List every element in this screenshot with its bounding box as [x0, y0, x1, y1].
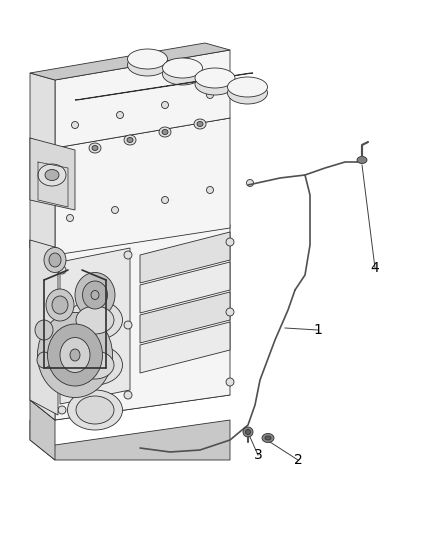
- Ellipse shape: [58, 266, 66, 274]
- Ellipse shape: [247, 180, 254, 187]
- Ellipse shape: [244, 85, 251, 92]
- Polygon shape: [140, 322, 230, 373]
- Polygon shape: [30, 108, 230, 148]
- Ellipse shape: [44, 247, 66, 272]
- Text: 4: 4: [371, 261, 379, 275]
- Polygon shape: [30, 375, 230, 420]
- Ellipse shape: [91, 290, 99, 300]
- Ellipse shape: [265, 436, 271, 440]
- Ellipse shape: [197, 122, 203, 126]
- Ellipse shape: [52, 296, 68, 314]
- Ellipse shape: [357, 157, 367, 164]
- Ellipse shape: [46, 289, 74, 321]
- Polygon shape: [60, 248, 130, 404]
- Ellipse shape: [37, 352, 51, 368]
- Ellipse shape: [58, 406, 66, 414]
- Ellipse shape: [67, 390, 123, 430]
- Ellipse shape: [38, 164, 66, 186]
- Ellipse shape: [206, 92, 213, 99]
- Ellipse shape: [226, 238, 234, 246]
- Ellipse shape: [195, 68, 235, 88]
- Polygon shape: [30, 138, 55, 258]
- Polygon shape: [140, 232, 230, 283]
- Ellipse shape: [127, 138, 133, 142]
- Ellipse shape: [194, 119, 206, 129]
- Polygon shape: [75, 73, 253, 100]
- Ellipse shape: [159, 127, 171, 137]
- Ellipse shape: [82, 281, 107, 309]
- Ellipse shape: [162, 197, 169, 204]
- Ellipse shape: [75, 272, 115, 318]
- Ellipse shape: [58, 336, 66, 344]
- Polygon shape: [30, 215, 230, 250]
- Polygon shape: [55, 118, 230, 255]
- Ellipse shape: [226, 308, 234, 316]
- Ellipse shape: [49, 253, 61, 267]
- Ellipse shape: [112, 206, 119, 214]
- Text: 1: 1: [314, 323, 322, 337]
- Ellipse shape: [38, 312, 113, 398]
- Ellipse shape: [67, 345, 123, 385]
- Polygon shape: [30, 43, 230, 80]
- Ellipse shape: [67, 300, 123, 340]
- Ellipse shape: [127, 49, 167, 69]
- Ellipse shape: [124, 251, 132, 259]
- Ellipse shape: [76, 396, 114, 424]
- Ellipse shape: [227, 77, 268, 97]
- Text: 2: 2: [293, 453, 302, 467]
- Polygon shape: [30, 240, 58, 415]
- Ellipse shape: [35, 320, 53, 340]
- Ellipse shape: [67, 214, 74, 222]
- Ellipse shape: [127, 54, 167, 76]
- Ellipse shape: [246, 430, 251, 434]
- Ellipse shape: [71, 122, 78, 128]
- Polygon shape: [55, 225, 230, 420]
- Polygon shape: [30, 400, 55, 460]
- Polygon shape: [140, 262, 230, 313]
- Polygon shape: [30, 73, 55, 148]
- Ellipse shape: [60, 337, 90, 373]
- Ellipse shape: [76, 306, 114, 334]
- Ellipse shape: [162, 101, 169, 109]
- Polygon shape: [30, 240, 55, 420]
- Ellipse shape: [76, 351, 114, 379]
- Polygon shape: [30, 138, 75, 210]
- Ellipse shape: [195, 73, 235, 95]
- Ellipse shape: [47, 324, 102, 386]
- Ellipse shape: [243, 427, 253, 437]
- Ellipse shape: [124, 321, 132, 329]
- Polygon shape: [55, 50, 230, 148]
- Ellipse shape: [226, 378, 234, 386]
- Ellipse shape: [124, 391, 132, 399]
- Ellipse shape: [206, 187, 213, 193]
- Ellipse shape: [262, 433, 274, 442]
- Ellipse shape: [162, 130, 168, 134]
- Ellipse shape: [162, 63, 202, 85]
- Ellipse shape: [117, 111, 124, 118]
- Ellipse shape: [162, 58, 202, 78]
- Ellipse shape: [92, 146, 98, 150]
- Ellipse shape: [89, 143, 101, 153]
- Ellipse shape: [227, 82, 268, 104]
- Ellipse shape: [124, 135, 136, 145]
- Polygon shape: [30, 420, 230, 460]
- Ellipse shape: [70, 349, 80, 361]
- Text: 3: 3: [254, 448, 262, 462]
- Polygon shape: [140, 292, 230, 343]
- Ellipse shape: [45, 169, 59, 181]
